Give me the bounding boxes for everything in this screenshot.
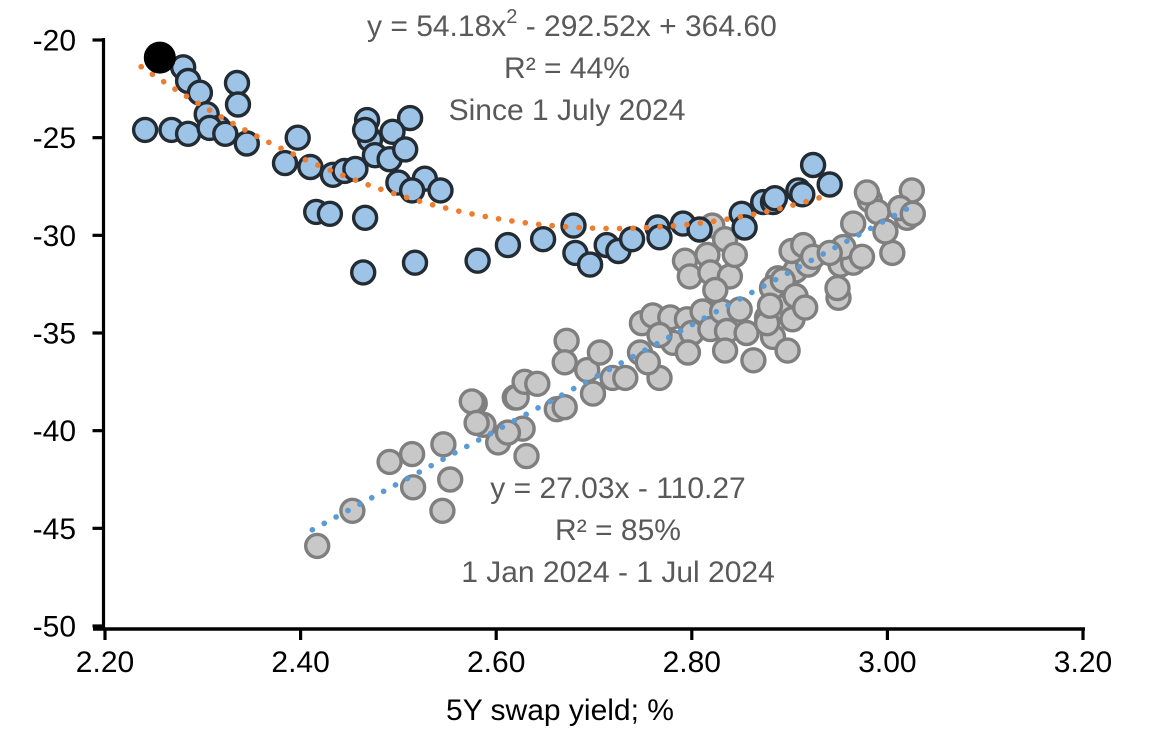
data-point	[458, 388, 485, 415]
data-point	[576, 251, 604, 278]
data-point	[429, 497, 456, 524]
data-point	[774, 337, 801, 364]
trendline-annotation-jan-jul: y = 27.03x - 110.27 R² = 85% 1 Jan 2024 …	[418, 468, 818, 594]
data-point	[731, 214, 758, 241]
data-point	[304, 532, 331, 560]
trendline-period-blue: Since 1 July 2024	[448, 94, 686, 127]
data-point	[686, 216, 713, 243]
data-point	[879, 239, 906, 267]
trendline-period-gray: 1 Jan 2024 - 1 Jul 2024	[461, 556, 775, 589]
data-point	[131, 116, 159, 144]
data-point	[223, 69, 251, 97]
data-point	[524, 370, 551, 397]
y-tick-label: -20	[33, 25, 76, 58]
data-point	[761, 184, 789, 212]
data-point	[174, 120, 202, 148]
data-point	[143, 41, 176, 74]
data-point	[674, 339, 702, 366]
axes: -20 -25 -30 -35 -40 -45 -502.20 2.40 2.60 2.80 3.0…	[33, 25, 1113, 680]
y-tick-label: -40	[33, 415, 76, 448]
data-point	[271, 149, 299, 177]
data-point	[560, 212, 587, 239]
data-point	[494, 231, 522, 259]
data-point	[816, 171, 843, 198]
data-point	[721, 241, 748, 269]
x-tick-label: 2.80	[663, 646, 721, 679]
data-point	[464, 247, 491, 274]
trendline-linear	[309, 204, 912, 533]
data-point	[853, 179, 881, 206]
data-point	[824, 274, 851, 302]
data-point	[799, 151, 827, 179]
series-latest	[143, 41, 176, 74]
data-point	[350, 259, 377, 286]
data-point	[398, 440, 426, 468]
data-point	[437, 466, 464, 493]
data-point	[711, 337, 739, 364]
data-point	[212, 120, 239, 148]
trendline-r2-gray: R² = 85%	[555, 514, 681, 547]
trendline-equation-gray: y = 27.03x - 110.27	[490, 472, 746, 505]
data-point	[396, 104, 424, 132]
x-tick-label: 3.00	[858, 646, 916, 679]
data-point	[513, 442, 540, 470]
data-point	[430, 431, 457, 458]
data-point	[401, 249, 429, 276]
y-tick-label: -50	[33, 611, 76, 644]
data-point	[618, 225, 646, 253]
data-point	[392, 136, 419, 163]
data-point	[899, 200, 926, 228]
y-tick-label: -45	[33, 513, 76, 546]
data-point	[529, 225, 557, 253]
data-point	[284, 124, 311, 151]
data-point	[316, 200, 344, 228]
data-point	[551, 394, 578, 421]
x-tick-label: 2.20	[76, 646, 134, 679]
trendline-r2-blue: R² = 44%	[504, 52, 630, 85]
data-point	[351, 204, 379, 232]
trendline-polynomial	[138, 63, 829, 232]
data-point	[646, 321, 673, 349]
data-point	[399, 474, 427, 501]
x-tick-label: 2.40	[271, 646, 329, 679]
data-point	[186, 79, 214, 106]
data-point	[789, 181, 816, 208]
trendline-annotation-since-july: y = 54.18x2 - 292.52x + 364.60 R² = 44% …	[367, 6, 777, 132]
x-axis-title: 5Y swap yield; %	[446, 694, 674, 727]
data-point	[740, 347, 767, 374]
data-point	[612, 364, 639, 392]
data-point	[379, 118, 406, 146]
data-point	[634, 349, 661, 376]
y-tick-label: -35	[33, 318, 76, 351]
x-tick-label: 3.20	[1054, 646, 1112, 679]
data-point	[463, 409, 490, 437]
data-point	[427, 177, 454, 204]
data-point	[586, 339, 614, 366]
y-tick-label: -25	[33, 122, 76, 155]
data-point	[840, 210, 867, 237]
data-point	[848, 243, 876, 270]
data-point	[551, 349, 578, 376]
data-point	[756, 292, 784, 319]
data-point	[351, 116, 379, 144]
data-point	[376, 448, 403, 476]
data-point	[733, 319, 760, 347]
data-point	[494, 419, 522, 446]
data-point	[224, 91, 252, 118]
y-tick-label: -30	[33, 220, 76, 253]
trendline-equation-blue: y = 54.18x2 - 292.52x + 364.60	[367, 6, 777, 43]
data-point	[872, 218, 899, 245]
data-point	[553, 327, 580, 354]
data-point	[702, 276, 729, 304]
x-tick-label: 2.60	[467, 646, 525, 679]
data-point	[579, 380, 607, 407]
data-point	[792, 294, 819, 321]
